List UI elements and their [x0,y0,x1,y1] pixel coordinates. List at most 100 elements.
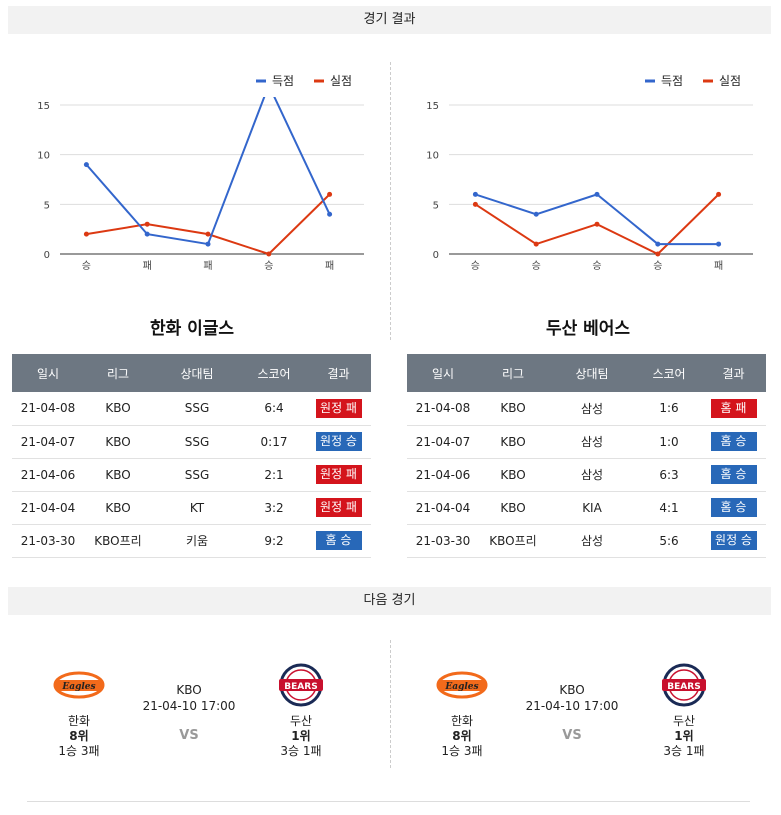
result-badge: 홈 승 [710,498,757,517]
away-team: BEARS 두산 1위 3승 1패 [246,660,356,758]
hanwha-score-chart: 0 5 10 15 승 패 패 승 패 득점 실점 [12,62,382,282]
x-tick-label: 패 [325,260,334,272]
table-row: 21-04-04 KBO KT 3:2 원정 패 [12,491,371,525]
cell-opponent: SSG [152,425,242,459]
line-chart: 0 5 10 15 승 승 승 승 패 득점 실점 [426,74,753,272]
match-league: KBO [559,683,585,697]
hanwha-team-title: 한화 이글스 [149,319,235,339]
home-team-name: 한화 [67,714,91,728]
svg-text:BEARS: BEARS [667,682,700,692]
data-point [266,83,271,88]
cell-score: 6:4 [242,392,306,426]
data-point [472,191,478,197]
x-tick-label: 승 [264,260,273,272]
home-team-rank: 8위 [69,729,89,743]
y-tick-label: 10 [37,151,50,162]
x-tick-label: 패 [143,260,152,272]
header-date: 일시 [407,354,479,392]
result-badge: 원정 승 [710,531,757,550]
table-row: 21-04-07 KBO 삼성 1:0 홈 승 [407,425,766,459]
data-point [327,191,333,197]
doosan-results-table: 일시 리그 상대팀 스코어 결과 21-04-08 KBO 삼성 1:6 홈 패 21-0… [407,354,766,558]
cell-league: KBO [84,392,152,426]
cell-result: 홈 패 [701,392,766,426]
header-score: 스코어 [637,354,701,392]
result-badge: 원정 패 [315,398,362,418]
result-badge: 홈 패 [710,398,757,418]
vs-label: VS [562,728,582,743]
cell-opponent: 삼성 [547,524,637,558]
header-opponent: 상대팀 [547,354,637,392]
cell-result: 원정 승 [701,524,766,558]
data-point [144,231,150,237]
data-point [83,231,89,237]
y-tick-label: 10 [426,151,439,162]
data-point [655,241,661,247]
cell-score: 5:6 [637,524,701,558]
cell-date: 21-04-06 [407,458,479,492]
cell-opponent: 삼성 [547,392,637,426]
cell-opponent: 삼성 [547,425,637,459]
legend-label: 득점 [272,74,294,88]
svg-text:Eagles: Eagles [444,682,478,692]
next-match-card-left: Eagles 한화 8위 1승 3패 KBO 21-04-10 17:00 VS… [12,660,382,770]
cell-date: 21-04-08 [407,392,479,426]
result-badge: 홈 승 [710,465,757,484]
line-chart: 0 5 10 15 승 패 패 승 패 득점 실점 [37,74,364,272]
table-row: 21-04-07 KBO SSG 0:17 원정 승 [12,425,371,459]
column-divider [390,640,391,768]
away-team-record: 3승 1패 [663,744,705,758]
data-point [266,251,272,257]
legend-label: 실점 [719,74,741,88]
y-tick-label: 5 [433,200,439,211]
home-team-record: 1승 3패 [441,744,483,758]
cell-score: 1:6 [637,392,701,426]
y-tick-label: 15 [426,101,439,112]
table-row: 21-03-30 KBO프리 키움 9:2 홈 승 [12,524,371,558]
eagles-logo-icon: Eagles [407,660,517,710]
cell-result: 원정 패 [306,491,371,525]
x-tick-label: 승 [653,260,662,272]
x-tick-label: 패 [203,260,212,272]
data-point [594,221,600,227]
cell-score: 4:1 [637,491,701,525]
x-tick-label: 승 [592,260,601,272]
cell-league: KBO [84,425,152,459]
data-point [144,221,150,227]
cell-league: KBO프리 [84,524,152,558]
home-team: Eagles 한화 8위 1승 3패 [407,660,517,758]
vs-label: VS [179,728,199,743]
y-tick-label: 0 [433,250,439,261]
data-point [533,211,539,217]
cell-league: KBO [84,458,152,492]
cell-result: 원정 승 [306,425,371,459]
data-point [655,251,661,257]
cell-result: 홈 승 [701,425,766,459]
match-league: KBO [176,683,202,697]
match-datetime: 21-04-10 17:00 [142,699,236,713]
cell-result: 홈 승 [701,458,766,492]
hanwha-results-table: 일시 리그 상대팀 스코어 결과 21-04-08 KBO SSG 6:4 원정 패 21… [12,354,371,558]
away-team-rank: 1위 [674,729,694,743]
header-opponent: 상대팀 [152,354,242,392]
away-team-record: 3승 1패 [280,744,322,758]
svg-text:BEARS: BEARS [284,682,317,692]
header-score: 스코어 [242,354,306,392]
x-tick-label: 패 [714,260,723,272]
table-row: 21-04-06 KBO SSG 2:1 원정 패 [12,458,371,492]
cell-result: 원정 패 [306,392,371,426]
data-point [533,241,539,247]
data-point [205,241,211,247]
bears-logo-icon: BEARS [629,660,739,710]
header-league: 리그 [479,354,547,392]
cell-date: 21-03-30 [407,524,479,558]
away-team: BEARS 두산 1위 3승 1패 [629,660,739,758]
cell-league: KBO [479,458,547,492]
cell-opponent: KT [152,491,242,525]
match-info: KBO 21-04-10 17:00 VS [513,682,631,743]
result-badge: 원정 패 [315,465,362,484]
bears-logo-icon: BEARS [246,660,356,710]
bottom-divider [27,801,750,802]
cell-date: 21-04-04 [407,491,479,525]
cell-opponent: SSG [152,392,242,426]
